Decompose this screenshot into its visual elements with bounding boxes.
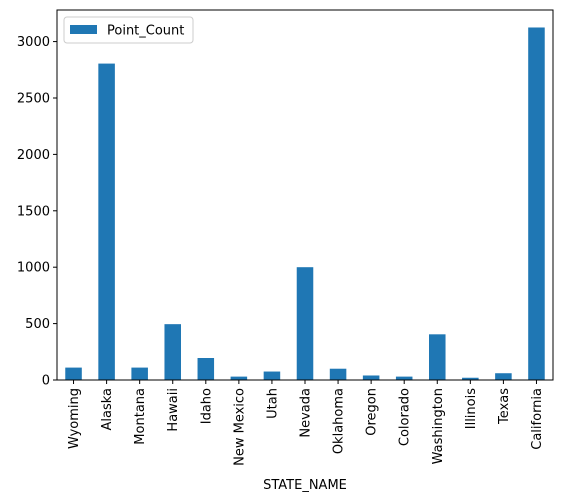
x-axis-label: STATE_NAME: [263, 478, 347, 493]
x-tick-label: Oregon: [365, 388, 380, 436]
x-axis-ticks: Wyoming Alaska Montana Hawaii Idaho New Mexic…: [67, 380, 545, 466]
bar-alaska: [98, 63, 115, 381]
plot-frame: [56, 9, 554, 381]
x-tick-label: Montana: [133, 388, 148, 445]
bar-illinois: [462, 377, 479, 380]
bar-colorado: [395, 376, 413, 380]
x-tick-label: Utah: [265, 388, 280, 419]
x-tick-label: Hawaii: [166, 388, 181, 432]
x-tick-label: California: [530, 388, 545, 450]
bar-texas: [495, 373, 512, 380]
bar-oregon: [362, 375, 380, 380]
x-tick-label: Oklahoma: [332, 388, 347, 454]
bar-oklahoma: [329, 368, 347, 380]
y-tick-label: 1000: [17, 261, 50, 276]
y-tick-label: 2000: [17, 148, 50, 163]
legend-swatch: [70, 25, 97, 34]
x-tick-label: Illinois: [464, 388, 479, 429]
y-tick-label: 0: [42, 374, 50, 389]
bar-utah: [263, 371, 281, 380]
x-tick-label: Alaska: [100, 388, 115, 431]
x-tick-label: Nevada: [299, 388, 314, 438]
y-tick-label: 500: [25, 317, 50, 332]
y-axis-ticks: 0 500 1000 1500 2000 2500 3000: [17, 35, 57, 389]
x-tick-label: Wyoming: [67, 388, 82, 449]
bar-hawaii: [164, 324, 181, 380]
bars-layer: [65, 27, 545, 381]
x-tick-label: Colorado: [398, 388, 413, 446]
y-tick-label: 1500: [17, 204, 50, 219]
bar-new-mexico: [230, 376, 248, 380]
x-tick-label: Washington: [431, 388, 446, 464]
x-tick-label: New Mexico: [232, 388, 247, 466]
legend-box: [63, 16, 194, 44]
bar-california: [528, 27, 545, 381]
legend-label: Point_Count: [107, 24, 184, 39]
x-tick-label: Idaho: [199, 388, 214, 424]
y-tick-label: 2500: [17, 91, 50, 106]
bar-washington: [429, 334, 446, 380]
legend: Point_Count: [63, 16, 194, 44]
bar-wyoming: [65, 367, 82, 380]
bar-montana: [131, 367, 148, 380]
bar-nevada: [296, 267, 314, 380]
y-tick-label: 3000: [17, 35, 50, 50]
x-tick-label: Texas: [497, 388, 512, 425]
bar-idaho: [197, 358, 215, 380]
